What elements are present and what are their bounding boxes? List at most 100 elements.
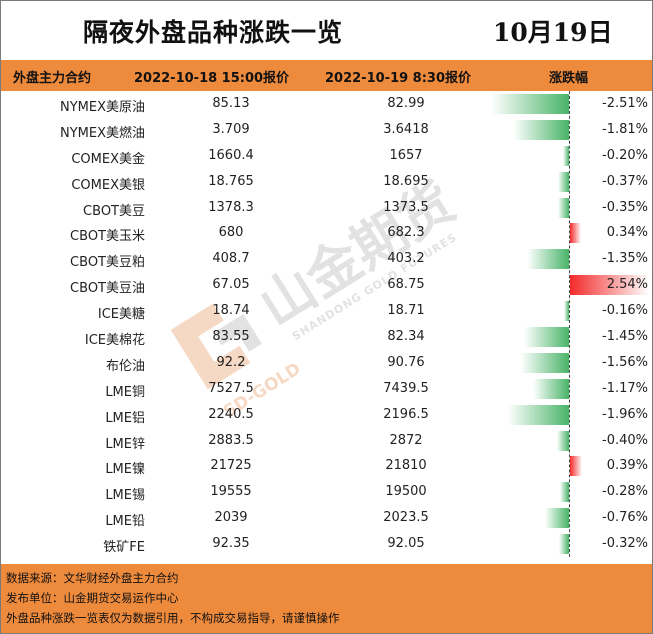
table-row: LME锌 2883.5 2872 -0.40% [1,428,652,454]
header-change: 涨跌幅 [549,71,589,86]
table-header: 外盘主力合约 2022-10-18 15:00报价 2022-10-19 8:3… [1,60,652,91]
change-percent: -0.16% [602,303,648,319]
contract-name: LME铜 [105,384,145,400]
change-percent: -0.76% [602,510,648,526]
change-percent: -1.17% [602,380,648,396]
change-percent: -0.37% [602,173,648,189]
change-percent: -0.20% [602,147,648,163]
prev-price: 21725 [210,458,252,474]
change-percent: -0.35% [602,199,648,215]
change-bar-negative [527,249,569,270]
header-prev-price: 2022-10-18 15:00报价 [134,71,290,86]
footer-publisher: 发布单位：山金期货交易运作中心 [6,591,179,605]
prev-price: 19555 [210,484,252,500]
curr-price: 18.71 [387,303,425,319]
table-row: CBOT美豆 1378.3 1373.5 -0.35% [1,195,652,221]
prev-price: 2240.5 [208,406,254,422]
table-row: LME锡 19555 19500 -0.28% [1,479,652,505]
contract-name: LME铅 [105,514,145,530]
table-row: 铁矿FE 92.35 92.05 -0.32% [1,531,652,557]
change-bar-negative [512,119,569,140]
prev-price: 408.7 [212,251,250,267]
curr-price: 1657 [389,147,423,163]
curr-price: 2023.5 [383,510,429,526]
change-percent: 0.34% [606,225,648,241]
curr-price: 21810 [385,458,427,474]
prev-price: 2039 [214,510,248,526]
change-bar-negative [545,508,569,529]
contract-name: ICE美棉花 [84,333,145,349]
table-row: COMEX美金 1660.4 1657 -0.20% [1,143,652,169]
contract-name: CBOT美豆 [83,203,145,219]
change-bar-negative [557,171,569,192]
table-body: NYMEX美原油 85.13 82.99 -2.51% NYMEX美燃油 3.709 3.6… [1,91,652,557]
contract-name: COMEX美金 [71,151,145,167]
change-percent: 2.54% [606,277,648,293]
curr-price: 1373.5 [383,199,429,215]
curr-price: 2872 [389,432,423,448]
change-bar-positive [570,275,649,296]
prev-price: 92.35 [212,536,250,552]
prev-price: 92.2 [216,354,246,370]
prev-price: 7527.5 [208,380,254,396]
curr-price: 90.76 [387,354,425,370]
curr-price: 82.34 [387,329,425,345]
footer-disclaimer: 外盘品种涨跌一览表仅为数据引用，不构成交易指导，请谨慎操作 [6,611,340,625]
change-bar-negative [558,197,569,218]
curr-price: 2196.5 [383,406,429,422]
curr-price: 82.99 [387,96,425,111]
contract-name: 布伦油 [105,358,145,374]
change-percent: -1.96% [602,406,648,422]
table-row: LME铅 2039 2023.5 -0.76% [1,505,652,531]
table-row: COMEX美银 18.765 18.695 -0.37% [1,169,652,195]
prev-price: 680 [218,225,244,241]
change-percent: -1.81% [602,121,648,137]
table-row: ICE美棉花 83.55 82.34 -1.45% [1,324,652,350]
curr-price: 19500 [385,484,427,500]
curr-price: 92.05 [387,536,425,552]
table-row: CBOT美豆油 67.05 68.75 2.54% [1,272,652,298]
change-bar-negative [508,404,569,425]
report-date: 10月19日 [493,18,613,47]
change-percent: -1.35% [602,251,648,267]
curr-price: 682.3 [387,225,425,241]
header-contract: 外盘主力合约 [13,71,92,86]
contract-name: COMEX美银 [71,177,145,193]
curr-price: 403.2 [387,251,425,267]
prev-price: 83.55 [212,329,250,345]
table-row: 布伦油 92.2 90.76 -1.56% [1,350,652,376]
prev-price: 85.13 [212,96,250,111]
header-curr-price: 2022-10-19 8:30报价 [325,71,472,86]
contract-name: LME锡 [105,488,145,504]
change-bar-positive [570,456,583,477]
curr-price: 68.75 [387,277,425,293]
change-bar-negative [524,327,569,348]
contract-name: ICE美糖 [97,307,145,323]
prev-price: 1660.4 [208,147,254,163]
contract-name: NYMEX美燃油 [59,125,145,141]
change-percent: -0.40% [602,432,648,448]
change-bar-positive [570,223,581,244]
curr-price: 18.695 [383,173,429,189]
change-percent: -1.56% [602,354,648,370]
contract-name: 铁矿FE [103,540,145,556]
contract-name: CBOT美玉米 [70,229,145,245]
footer-source: 数据来源：文华财经外盘主力合约 [6,571,179,585]
table-row: NYMEX美原油 85.13 82.99 -2.51% [1,91,652,117]
contract-name: CBOT美豆油 [70,281,145,297]
contract-name: CBOT美豆粕 [70,255,145,271]
change-bar-negative [556,430,569,451]
change-bar-negative [532,378,569,399]
footer-notes: 数据来源：文华财经外盘主力合约 发布单位：山金期货交易运作中心 外盘品种涨跌一览… [1,564,652,633]
change-percent: -0.28% [602,484,648,500]
table-row: LME铝 2240.5 2196.5 -1.96% [1,402,652,428]
prev-price: 18.74 [212,303,250,319]
change-bar-negative [520,352,569,373]
contract-name: LME铝 [105,410,145,426]
change-bar-negative [564,301,569,322]
table-row: ICE美糖 18.74 18.71 -0.16% [1,298,652,324]
zero-axis [569,91,570,557]
change-bar-negative [560,482,569,503]
contract-name: LME镍 [105,462,145,478]
